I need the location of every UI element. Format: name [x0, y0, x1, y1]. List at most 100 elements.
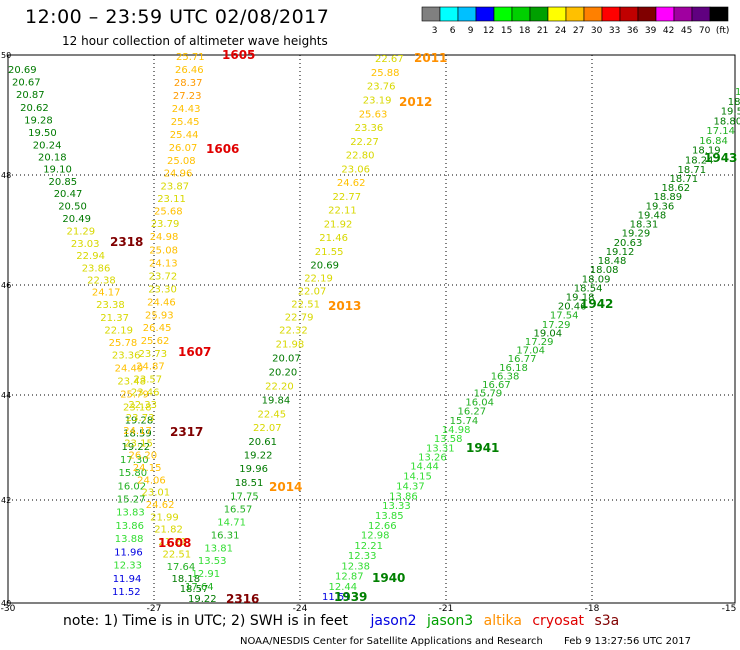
wave-height-value: 25.68: [154, 207, 183, 218]
wave-height-value: 18.57: [180, 584, 209, 595]
wave-height-value: 22.67: [375, 54, 404, 65]
track-a: 20.6920.6720.8720.6219.2819.5020.2420.18…: [8, 65, 153, 598]
page-subtitle: 12 hour collection of altimeter wave hei…: [62, 34, 328, 48]
wave-height-value: 19.36: [646, 201, 675, 212]
wave-height-value: 16.31: [211, 530, 240, 541]
legend-label: 24: [555, 26, 567, 36]
wave-height-value: 23.76: [367, 82, 396, 93]
wave-height-value: 23.87: [161, 181, 190, 192]
wave-height-value: 14.15: [403, 472, 432, 483]
wave-height-value: 16.18: [499, 363, 528, 374]
wave-height-value: 19.10: [43, 165, 72, 176]
wave-height-value: 16.84: [699, 136, 728, 147]
wave-height-value: 23.72: [149, 271, 178, 282]
wave-height-value: 13.53: [198, 556, 227, 567]
wave-height-value: 12.66: [368, 521, 397, 532]
legend-label: 27: [573, 26, 584, 36]
legend-label: 33: [609, 26, 620, 36]
wave-height-value: 22.77: [333, 192, 362, 203]
legend-label: 6: [450, 26, 456, 36]
wave-height-value: 17: [735, 87, 740, 98]
wave-height-value: 23.36: [112, 351, 141, 362]
wave-height-value: 17.14: [706, 126, 735, 137]
wave-height-value: 24.15: [133, 463, 162, 474]
wave-height-value: 15.79: [474, 388, 503, 399]
wave-height-value: 14.37: [396, 481, 425, 492]
wave-height-value: 19.48: [638, 211, 667, 222]
generated-timestamp: Feb 9 13:27:56 UTC 2017: [564, 636, 692, 647]
wave-height-value: 17.64: [185, 582, 214, 593]
wave-height-value: 23.73: [126, 413, 155, 424]
pass-id-label: 1608: [158, 536, 191, 550]
wave-height-value: 27.23: [173, 91, 202, 102]
wave-height-value: 25.44: [170, 130, 199, 141]
pass-id-label: 1939: [334, 590, 367, 604]
wave-height-value: 19.12: [606, 247, 635, 258]
wave-height-value: 13.85: [375, 511, 404, 522]
pass-id-label: 1607: [178, 345, 211, 359]
color-scale-legend: 3 6 9 12 15 18 21 24 27 30 33 36 39 42 45 70 (ft): [421, 6, 729, 36]
wave-height-value: 13.58: [434, 434, 463, 445]
wave-height-value: 25.62: [141, 336, 170, 347]
wave-height-value: 17.29: [525, 337, 554, 348]
wave-height-value: 24.43: [172, 104, 201, 115]
wave-height-value: 22.07: [253, 423, 282, 434]
wave-height-value: 22.19: [104, 325, 133, 336]
y-tick-label: 48: [1, 171, 11, 180]
wave-height-value: 16.27: [458, 407, 487, 418]
wave-height-value: 19.84: [262, 396, 291, 407]
wave-height-value: 12.91: [192, 569, 221, 580]
wave-height-value: 12.21: [354, 541, 383, 552]
pass-id-label: 2318: [110, 235, 143, 249]
wave-height-value: 25.93: [145, 310, 174, 321]
wave-height-value: 20.63: [614, 238, 643, 249]
wave-height-value: 20.46: [558, 302, 587, 313]
wave-height-value: 22.33: [128, 400, 157, 411]
wave-height-value: 25.78: [109, 338, 138, 349]
wave-height-value: 23.18: [123, 403, 152, 414]
wave-height-value: 26.20: [129, 451, 158, 462]
wave-height-value: 15.74: [450, 416, 479, 427]
wave-height-value: 23.01: [142, 488, 171, 499]
wave-height-value: 19.28: [125, 416, 154, 427]
wave-height-value: 25.08: [149, 245, 178, 256]
wave-height-value: 20.07: [272, 354, 301, 365]
wave-height-value: 20.67: [12, 78, 41, 89]
sat-label-s3a: s3a: [594, 613, 620, 629]
wave-height-value: 18.51: [235, 478, 264, 489]
wave-height-value: 22.94: [76, 251, 105, 262]
pass-id-label: 1940: [372, 571, 405, 585]
wave-height-value: 13.83: [116, 508, 145, 519]
note-text: note: 1) Time is in UTC; 2) SWH is in fe…: [63, 613, 349, 629]
wave-height-value: 14.44: [410, 462, 439, 473]
wave-height-value: 21.55: [315, 247, 344, 258]
wave-height-value: 18.09: [582, 274, 611, 285]
wave-height-value: 21.92: [324, 219, 353, 230]
x-tick-label: -27: [147, 604, 162, 614]
wave-height-value: 11.51: [322, 592, 351, 603]
wave-height-value: 23.11: [157, 194, 186, 205]
wave-height-value: 22.38: [87, 275, 116, 286]
wave-height-value: 18.54: [574, 283, 603, 294]
wave-height-value: 24.17: [92, 288, 121, 299]
pass-id-label: 2014: [269, 480, 302, 494]
wave-height-value: 26.45: [143, 323, 172, 334]
wave-height-value: 12.87: [335, 572, 364, 583]
legend-label: 9: [468, 26, 474, 36]
x-tick-label: -30: [1, 604, 16, 614]
wave-height-value: 24.49: [115, 364, 144, 375]
wave-height-value: 23.86: [82, 263, 111, 274]
x-tick-label: -21: [439, 604, 454, 614]
wave-height-value: 14.98: [442, 425, 471, 436]
wave-height-value: 17.29: [542, 320, 571, 331]
wave-height-value: 19.22: [188, 594, 217, 605]
wave-height-value: 23.38: [96, 300, 125, 311]
wave-height-value: 18.71: [678, 165, 707, 176]
wave-height-value: 21.46: [319, 233, 348, 244]
wave-height-value: 19.29: [622, 229, 651, 240]
wave-height-value: 17.75: [230, 492, 259, 503]
wave-height-value: 23.36: [355, 123, 384, 134]
wave-height-value: 19.18: [566, 293, 595, 304]
wave-height-value: 23.46: [131, 387, 160, 398]
wave-height-value: 28.37: [174, 78, 203, 89]
